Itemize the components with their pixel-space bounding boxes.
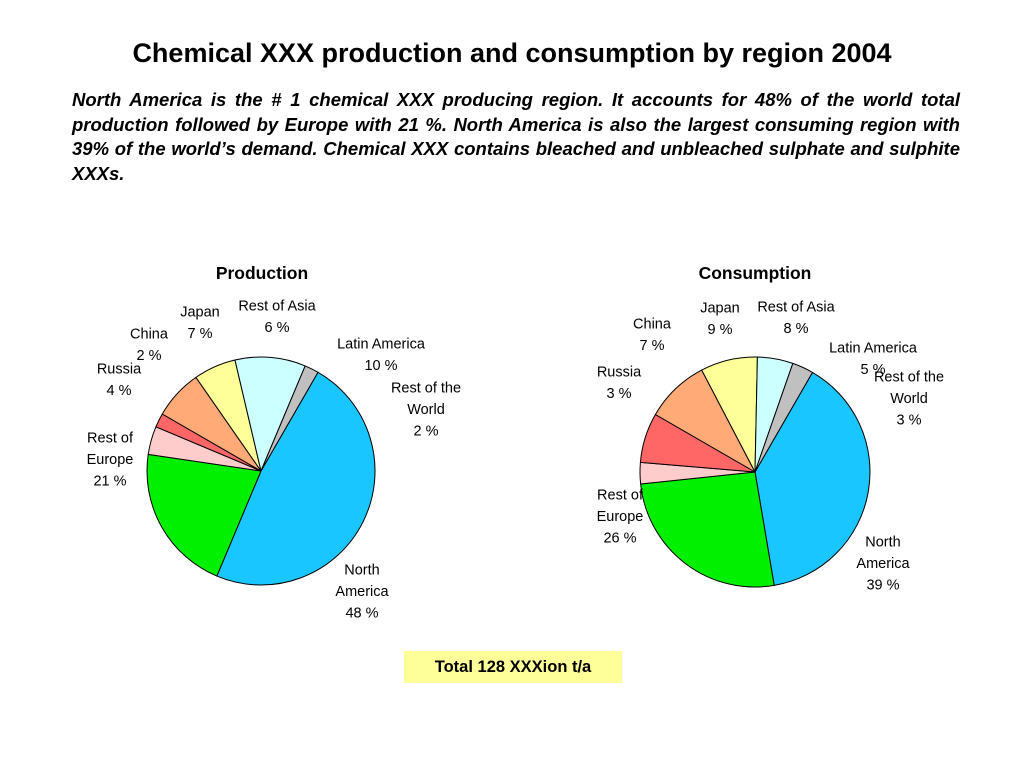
slice-label-north-america: North America 48 % [335, 563, 389, 622]
slice-label-line: Latin America [829, 340, 918, 356]
slice-label-line: North [865, 535, 900, 551]
consumption-pie-chart: Consumption North America 39 % Rest of Europ… [597, 263, 944, 594]
slice-label-line: Russia [597, 364, 642, 380]
slice-label-north-america: North America 39 % [856, 535, 910, 594]
slice-label-rest-of-europe: Rest of Europe 26 % [597, 488, 644, 547]
pie-slice-rest-of-europe [640, 471, 775, 588]
slice-label-rest-of-asia: Rest of Asia 6 % [238, 298, 316, 336]
slice-label-rest-of-asia: Rest of Asia 8 % [757, 299, 835, 337]
slice-label-latin-america: Latin America 10 % [337, 336, 426, 374]
slice-label-line: 9 % [708, 322, 733, 338]
slice-label-russia: Russia 3 % [597, 364, 642, 402]
consumption-chart-title: Consumption [699, 263, 812, 283]
slice-label-line: World [890, 391, 928, 407]
slice-label-line: 10 % [364, 358, 397, 374]
slice-label-line: America [856, 556, 910, 572]
slice-label-line: 2 % [137, 348, 162, 364]
slice-label-line: Japan [180, 304, 220, 320]
slice-label-line: Rest of [597, 488, 644, 504]
slice-label-line: America [335, 584, 389, 600]
slice-label-line: Rest of [87, 431, 134, 447]
slice-label-rest-of-the-world: Rest of the World 2 % [391, 381, 461, 440]
slice-label-line: 8 % [784, 321, 809, 337]
slice-label-line: China [130, 326, 169, 342]
slice-label-line: 5 % [861, 362, 886, 378]
slice-label-line: China [633, 316, 672, 332]
slice-label-line: Latin America [337, 336, 426, 352]
slice-label-line: Europe [87, 452, 134, 468]
production-pie-chart: Production North America 48 % Rest of Europe… [87, 263, 461, 622]
slice-label-line: 3 % [607, 386, 632, 402]
slice-label-line: 3 % [897, 413, 922, 429]
slice-label-line: 48 % [345, 606, 378, 622]
total-box: Total 128 XXXion t/a [404, 651, 622, 683]
pie-slice-north-america [216, 371, 376, 586]
slice-label-line: Rest of the [874, 370, 944, 386]
production-chart-title: Production [216, 263, 308, 283]
slice-label-latin-america: Latin America 5 % [829, 340, 918, 378]
slice-label-rest-of-europe: Rest of Europe 21 % [87, 431, 134, 490]
slice-label-line: 2 % [414, 424, 439, 440]
slice-label-line: North [344, 563, 379, 579]
slice-label-line: Europe [597, 509, 644, 525]
slice-label-japan: Japan 7 % [180, 304, 220, 342]
slice-label-line: Japan [700, 300, 740, 316]
total-label: Total 128 XXXion t/a [434, 657, 592, 676]
slice-label-china: China 2 % [130, 326, 169, 364]
slice-label-line: 39 % [866, 578, 899, 594]
slice-label-line: 26 % [603, 531, 636, 547]
slice-label-line: 7 % [188, 326, 213, 342]
slice-label-line: Rest of Asia [238, 298, 316, 314]
slice-label-line: Rest of the [391, 381, 461, 397]
pie-slice-rest-of-europe [146, 453, 262, 577]
slice-label-japan: Japan 9 % [700, 300, 740, 338]
page-title: Chemical XXX production and consumption … [132, 38, 892, 68]
pie-slice-north-america [754, 371, 871, 586]
slice-label-line: World [407, 402, 445, 418]
slice-label-rest-of-the-world: Rest of the World 3 % [874, 370, 944, 429]
intro-paragraph: North America is the # 1 chemical XXX pr… [72, 89, 960, 184]
slice-label-line: 21 % [93, 474, 126, 490]
pie-slice-rest-of-the-world [754, 362, 813, 473]
slice-label-line: 4 % [107, 383, 132, 399]
pie-slice-latin-america [234, 356, 306, 472]
slice-label-russia: Russia 4 % [97, 361, 142, 399]
slice-label-line: 7 % [640, 338, 665, 354]
slice-label-china: China 7 % [633, 316, 672, 354]
slice-label-line: Russia [97, 361, 142, 377]
slice-label-line: 6 % [265, 320, 290, 336]
pie-slice-rest-of-the-world [260, 365, 319, 472]
slice-label-line: Rest of Asia [757, 299, 835, 315]
